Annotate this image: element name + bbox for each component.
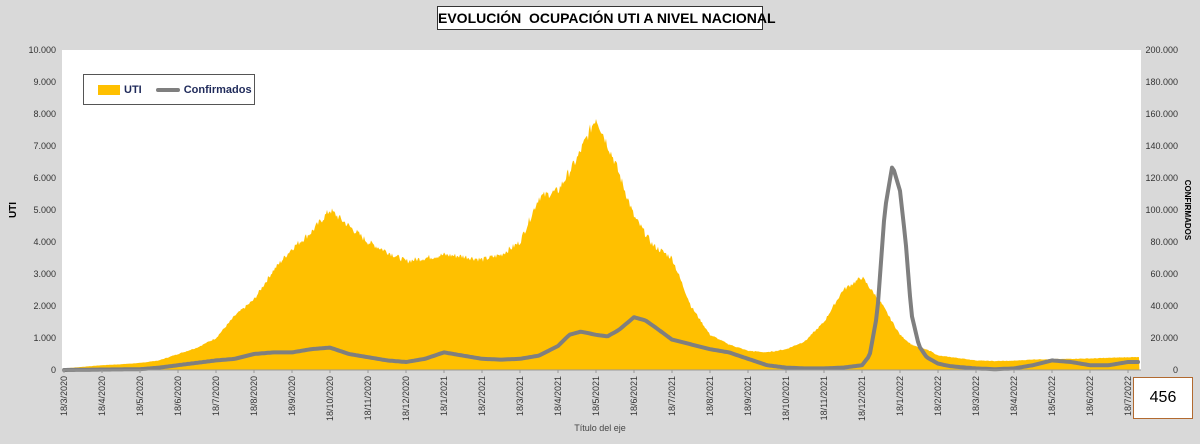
y2-tick-label: 160.000 bbox=[1145, 109, 1178, 119]
y2-tick-label: 40.000 bbox=[1150, 301, 1178, 311]
x-axis-label: Título del eje bbox=[574, 423, 626, 433]
legend-swatch-uti bbox=[98, 84, 120, 95]
y-tick-label: 7.000 bbox=[33, 141, 56, 151]
x-tick-label: 18/4/2022 bbox=[1009, 376, 1019, 416]
y2-tick-label: 140.000 bbox=[1145, 141, 1178, 151]
page-number-box: 456 bbox=[1133, 377, 1193, 419]
y-tick-label: 9.000 bbox=[33, 77, 56, 87]
x-tick-label: 18/12/2020 bbox=[401, 376, 411, 421]
y-tick-label: 2.000 bbox=[33, 301, 56, 311]
y2-axis-label: CONFIRMADOS bbox=[1183, 180, 1192, 241]
x-tick-label: 18/6/2021 bbox=[629, 376, 639, 416]
y2-tick-label: 80.000 bbox=[1150, 237, 1178, 247]
x-tick-label: 18/7/2020 bbox=[211, 376, 221, 416]
y-tick-label: 3.000 bbox=[33, 269, 56, 279]
y-tick-label: 8.000 bbox=[33, 109, 56, 119]
y-tick-label: 0 bbox=[51, 365, 56, 375]
chart-title: EVOLUCIÓN OCUPACIÓN UTI A NIVEL NACIONAL bbox=[437, 6, 776, 30]
y2-tick-label: 100.000 bbox=[1145, 205, 1178, 215]
series-uti-area bbox=[64, 119, 1140, 370]
x-tick-label: 18/11/2021 bbox=[819, 376, 829, 420]
x-tick-label: 18/10/2020 bbox=[325, 376, 335, 421]
x-tick-label: 18/1/2022 bbox=[895, 376, 905, 416]
y-tick-label: 10.000 bbox=[28, 45, 56, 55]
x-tick-label: 18/7/2021 bbox=[667, 376, 677, 416]
x-tick-label: 18/6/2020 bbox=[173, 376, 183, 416]
x-tick-label: 18/8/2021 bbox=[705, 376, 715, 416]
x-tick-label: 18/10/2021 bbox=[781, 376, 791, 421]
legend-swatch-confirmados bbox=[155, 87, 180, 92]
y-tick-label: 6.000 bbox=[33, 173, 56, 183]
y2-tick-label: 180.000 bbox=[1145, 77, 1178, 87]
y-tick-label: 1.000 bbox=[33, 333, 56, 343]
x-tick-label: 18/11/2020 bbox=[363, 376, 373, 420]
x-tick-label: 18/2/2022 bbox=[933, 376, 943, 416]
y2-tick-label: 60.000 bbox=[1150, 269, 1178, 279]
x-tick-label: 18/3/2022 bbox=[971, 376, 981, 416]
x-tick-label: 18/3/2020 bbox=[59, 376, 69, 416]
x-tick-label: 18/5/2021 bbox=[591, 376, 601, 416]
x-tick-label: 18/2/2021 bbox=[477, 376, 487, 416]
legend-item-uti: UTI bbox=[98, 84, 142, 96]
x-tick-label: 18/3/2021 bbox=[515, 376, 525, 416]
x-tick-label: 18/5/2022 bbox=[1047, 376, 1057, 416]
y-tick-label: 5.000 bbox=[33, 205, 56, 215]
y-tick-label: 4.000 bbox=[33, 237, 56, 247]
x-tick-label: 18/4/2020 bbox=[97, 376, 107, 416]
x-tick-label: 18/9/2021 bbox=[743, 376, 753, 416]
legend-item-confirmados: Confirmados bbox=[155, 83, 252, 96]
series-confirmados-line bbox=[62, 165, 1140, 372]
y-axis-label: UTI bbox=[8, 202, 19, 218]
x-tick-label: 18/5/2020 bbox=[135, 376, 145, 416]
y2-tick-label: 0 bbox=[1173, 365, 1178, 375]
y2-tick-label: 200.000 bbox=[1145, 45, 1178, 55]
x-tick-label: 18/7/2022 bbox=[1123, 376, 1133, 416]
y2-tick-label: 120.000 bbox=[1145, 173, 1178, 183]
x-tick-label: 18/4/2021 bbox=[553, 376, 563, 416]
y2-tick-label: 20.000 bbox=[1150, 333, 1178, 343]
x-tick-label: 18/1/2021 bbox=[439, 376, 449, 416]
chart-legend: UTI Confirmados bbox=[83, 74, 255, 105]
x-tick-label: 18/9/2020 bbox=[287, 376, 297, 416]
x-tick-label: 18/12/2021 bbox=[857, 376, 867, 421]
legend-label-confirmados: Confirmados bbox=[183, 83, 252, 96]
x-tick-label: 18/8/2020 bbox=[249, 376, 259, 416]
legend-label-uti: UTI bbox=[124, 83, 142, 96]
x-tick-label: 18/6/2022 bbox=[1085, 376, 1095, 416]
